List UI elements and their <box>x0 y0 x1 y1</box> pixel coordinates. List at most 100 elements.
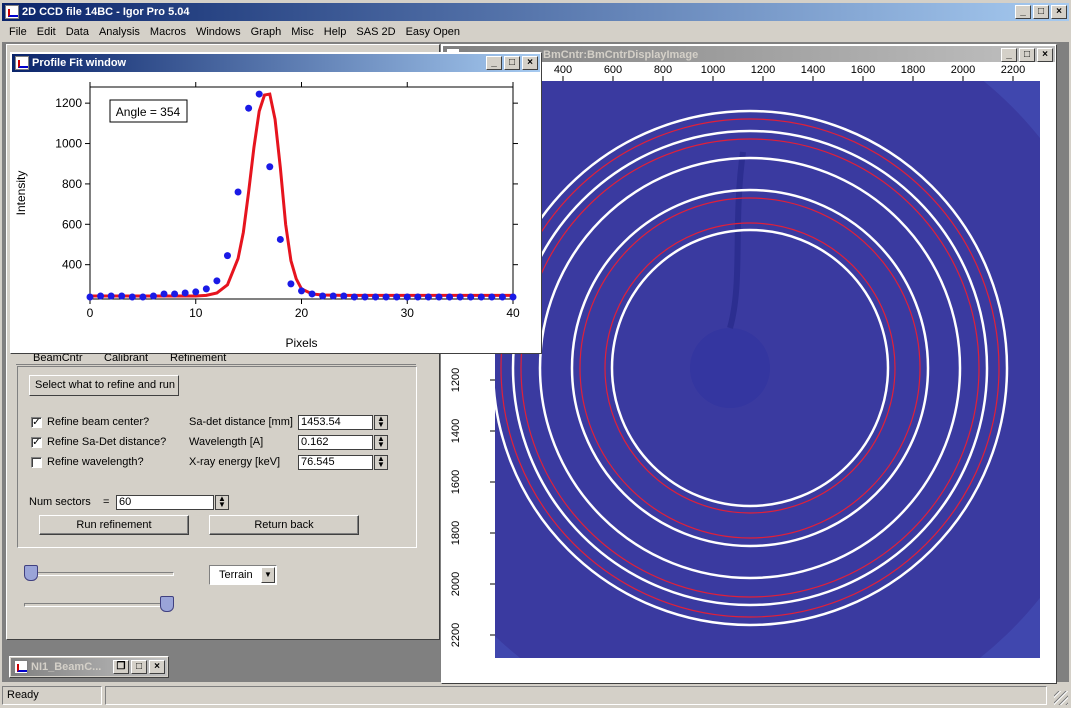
data-point <box>245 104 253 112</box>
num-sectors-stepper[interactable]: ▲ ▼ <box>215 495 229 510</box>
profile-maximize-button[interactable]: □ <box>504 56 520 70</box>
menu-item-data[interactable]: Data <box>65 26 89 38</box>
data-point <box>213 277 221 285</box>
colortable-select[interactable]: Terrain ▼ <box>209 565 277 585</box>
data-point <box>382 293 390 301</box>
data-point <box>435 293 443 301</box>
slider-2-thumb[interactable] <box>160 596 174 612</box>
image-minimize-button[interactable]: _ <box>1001 48 1017 62</box>
menu-item-help[interactable]: Help <box>323 26 347 38</box>
data-point <box>414 293 422 301</box>
menu-item-windows[interactable]: Windows <box>195 26 241 38</box>
status-bar: Ready <box>0 684 1071 708</box>
data-point <box>171 290 179 298</box>
fitted-ring <box>579 197 921 539</box>
energy-stepper[interactable]: ▲ ▼ <box>374 455 388 470</box>
profile-minimize-button[interactable]: _ <box>486 56 502 70</box>
maximize-button[interactable]: □ <box>1033 5 1049 19</box>
x-tick-label: 30 <box>401 306 415 320</box>
profile-title-bar[interactable]: Profile Fit window _ □ × <box>12 54 540 72</box>
data-point <box>350 293 358 301</box>
data-point <box>361 293 369 301</box>
menu-item-easy-open[interactable]: Easy Open <box>405 26 460 38</box>
top-tick-label: 400 <box>554 64 572 76</box>
slider-1-track[interactable] <box>24 572 174 576</box>
detector-image[interactable]: 400 600 800 1000 1200 1400 1600 1800 2000 2200 120… <box>443 62 1055 662</box>
profile-close-button[interactable]: × <box>522 56 538 70</box>
minimized-window[interactable]: NI1_BeamC... ❐ □ × <box>9 656 169 678</box>
tab-beamcntr[interactable]: BeamCntr <box>33 352 83 364</box>
slider-1-thumb[interactable] <box>24 565 38 581</box>
sadet-stepper[interactable]: ▲ ▼ <box>374 415 388 430</box>
energy-field[interactable]: 76.545 <box>298 455 373 470</box>
data-point <box>181 289 189 297</box>
refinement-group <box>17 366 417 548</box>
left-tick-label: 1800 <box>450 521 462 545</box>
menu-item-misc[interactable]: Misc <box>291 26 314 38</box>
data-point <box>202 285 210 293</box>
profile-fit-window[interactable]: Profile Fit window _ □ × <box>10 52 542 354</box>
profile-plot[interactable]: 0 10 20 30 40 400 600 800 1000 1200 Pixels Intensit… <box>11 71 541 353</box>
diffraction-ring <box>538 156 962 580</box>
image-maximize-button[interactable]: □ <box>1019 48 1035 62</box>
menu-item-edit[interactable]: Edit <box>36 26 56 38</box>
sadet-field[interactable]: 1453.54 <box>298 415 373 430</box>
angle-annotation: Angle = 354 <box>116 105 181 119</box>
data-point <box>509 293 517 301</box>
data-point <box>424 293 432 301</box>
num-sectors-field[interactable]: 60 <box>116 495 214 510</box>
close-button[interactable]: × <box>1051 5 1067 19</box>
diffraction-ring <box>511 129 989 607</box>
app-title-bar: 2D CCD file 14BC - Igor Pro 5.04 _ □ × <box>2 3 1069 21</box>
data-point <box>192 288 200 296</box>
data-point <box>234 188 242 196</box>
top-tick-label: 800 <box>654 64 672 76</box>
x-tick-label: 0 <box>87 306 94 320</box>
tab-calibrant[interactable]: Calibrant <box>104 352 149 364</box>
menu-item-macros[interactable]: Macros <box>149 26 186 38</box>
refine-sadet-label: Refine Sa-Det distance? <box>47 436 167 448</box>
menu-item-analysis[interactable]: Analysis <box>98 26 140 38</box>
menu-item-graph[interactable]: Graph <box>250 26 282 38</box>
beamstop-holder <box>727 151 746 329</box>
notebook-icon <box>14 660 28 674</box>
refine-sadet-checkbox[interactable]: ✓ <box>31 437 42 448</box>
left-tick-label: 2200 <box>450 623 462 647</box>
refine-wavelength-label: Refine wavelength? <box>47 456 144 468</box>
x-tick-label: 20 <box>295 306 309 320</box>
minimize-button[interactable]: _ <box>1015 5 1031 19</box>
min-restore-button[interactable]: ❐ <box>113 660 129 674</box>
chevron-down-icon[interactable]: ▼ <box>261 567 275 583</box>
min-close-button[interactable]: × <box>149 660 165 674</box>
return-back-button[interactable]: Return back <box>209 515 359 535</box>
wavelength-field[interactable]: 0.162 <box>298 435 373 450</box>
left-tick-label: 2000 <box>450 572 462 596</box>
beamstop <box>690 328 770 408</box>
image-close-button[interactable]: × <box>1037 48 1053 62</box>
menu-item-file[interactable]: File <box>9 26 27 38</box>
min-maximize-button[interactable]: □ <box>131 660 147 674</box>
minimized-title: NI1_BeamC... <box>31 661 102 673</box>
data-point <box>456 293 464 301</box>
resize-grip-icon[interactable] <box>1054 691 1068 705</box>
diffraction-ring <box>610 228 890 508</box>
profile-title: Profile Fit window <box>32 57 127 69</box>
slider-2-track[interactable] <box>24 603 174 607</box>
tab-refinement[interactable]: Refinement <box>170 352 227 364</box>
refine-wavelength-checkbox[interactable] <box>31 457 42 468</box>
refine-beam-center-checkbox[interactable]: ✓ <box>31 417 42 428</box>
ring-group <box>495 81 1040 658</box>
tab-strip-line <box>16 364 416 365</box>
refine-beam-center-label: Refine beam center? <box>47 416 150 428</box>
data-point <box>118 292 126 300</box>
run-refinement-button[interactable]: Run refinement <box>39 515 189 535</box>
menu-item-sas-2d[interactable]: SAS 2D <box>356 26 396 38</box>
wavelength-stepper[interactable]: ▲ ▼ <box>374 435 388 450</box>
annotation-box <box>109 99 188 123</box>
top-axis-strip <box>443 62 1055 76</box>
top-tick-label: 600 <box>604 64 622 76</box>
igor-app-icon[interactable] <box>5 5 19 19</box>
data-point <box>223 252 231 260</box>
data-point <box>308 290 316 298</box>
fitted-ring <box>520 138 980 598</box>
